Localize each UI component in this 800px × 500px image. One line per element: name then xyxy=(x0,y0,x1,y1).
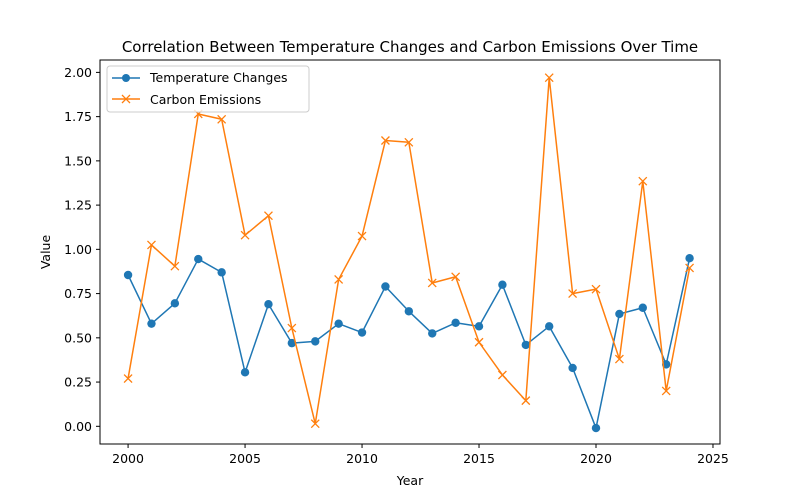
data-point xyxy=(217,114,227,124)
x-tick-label: 2020 xyxy=(580,451,612,466)
data-point xyxy=(287,323,297,333)
data-point xyxy=(497,370,507,380)
data-point xyxy=(521,340,531,350)
y-tick-label: 0.50 xyxy=(64,330,92,345)
data-point xyxy=(614,354,624,364)
data-point xyxy=(263,211,273,221)
series-layer xyxy=(123,73,695,433)
data-point xyxy=(380,136,390,145)
y-axis: 0.00 0.25 0.50 0.75 1.00 1.25 1.50 1.75 2.00 xyxy=(64,65,100,434)
data-point xyxy=(638,303,647,312)
data-point xyxy=(147,240,156,250)
chart-title: Correlation Between Temperature Changes … xyxy=(122,38,698,56)
y-tick-label: 1.75 xyxy=(64,109,92,124)
y-axis-label: Value xyxy=(38,235,53,270)
data-point xyxy=(147,319,156,328)
data-point xyxy=(357,231,367,241)
y-tick-label: 0.75 xyxy=(64,286,92,301)
data-point xyxy=(311,337,320,346)
x-tick-label: 2010 xyxy=(346,451,378,466)
data-point xyxy=(451,318,460,327)
data-point xyxy=(381,282,390,291)
data-point xyxy=(498,280,507,289)
legend-marker-temperature xyxy=(122,74,130,82)
legend-label-carbon: Carbon Emissions xyxy=(150,92,261,107)
y-tick-label: 0.25 xyxy=(64,375,92,390)
x-tick-label: 2015 xyxy=(463,451,495,466)
data-point xyxy=(357,328,367,337)
data-point xyxy=(123,374,133,383)
y-tick-label: 2.00 xyxy=(64,65,92,80)
data-point xyxy=(427,278,437,288)
data-point xyxy=(404,137,414,147)
data-point xyxy=(170,299,180,308)
legend-item-carbon: Carbon Emissions xyxy=(112,92,261,107)
data-point xyxy=(638,176,648,186)
x-tick-label: 2005 xyxy=(229,451,261,466)
y-tick-label: 1.25 xyxy=(64,198,92,213)
data-point xyxy=(334,319,343,328)
plot-frame xyxy=(99,59,721,445)
data-point xyxy=(661,386,671,396)
data-point xyxy=(451,272,461,282)
data-point xyxy=(310,419,320,429)
data-point xyxy=(474,337,484,347)
legend-x-marker xyxy=(121,94,131,104)
legend-marker-carbon xyxy=(121,94,131,104)
data-point xyxy=(217,268,226,277)
data-point xyxy=(170,261,180,271)
data-point xyxy=(264,300,273,309)
series-carbon-emissions xyxy=(123,73,695,429)
data-point xyxy=(404,307,414,316)
x-axis: 2000 2005 2010 2015 2020 2025 xyxy=(112,444,729,466)
data-point xyxy=(287,338,297,348)
x-tick-label: 2025 xyxy=(697,451,729,466)
data-point xyxy=(194,254,203,264)
legend-item-temperature: Temperature Changes xyxy=(112,70,288,85)
data-point xyxy=(240,368,250,377)
x-axis-label: Year xyxy=(396,473,424,488)
y-tick-label: 0.00 xyxy=(64,419,92,434)
data-point xyxy=(545,322,554,331)
data-point xyxy=(591,423,601,433)
x-tick-label: 2000 xyxy=(112,451,144,466)
legend-label-temperature: Temperature Changes xyxy=(149,70,288,85)
legend: Temperature Changes Carbon Emissions xyxy=(106,65,310,113)
data-point xyxy=(240,230,250,240)
data-point xyxy=(474,322,484,331)
data-point xyxy=(591,284,601,294)
data-point xyxy=(685,263,695,273)
data-point xyxy=(334,274,344,284)
data-point xyxy=(428,329,437,338)
data-point xyxy=(123,270,133,280)
y-tick-label: 1.00 xyxy=(64,242,92,257)
data-point xyxy=(568,363,577,373)
data-point xyxy=(544,73,554,83)
y-tick-label: 1.50 xyxy=(64,153,92,168)
data-point xyxy=(615,309,624,319)
data-point xyxy=(521,396,531,406)
data-point xyxy=(685,253,694,263)
legend-box xyxy=(106,65,310,113)
data-point xyxy=(568,289,578,299)
